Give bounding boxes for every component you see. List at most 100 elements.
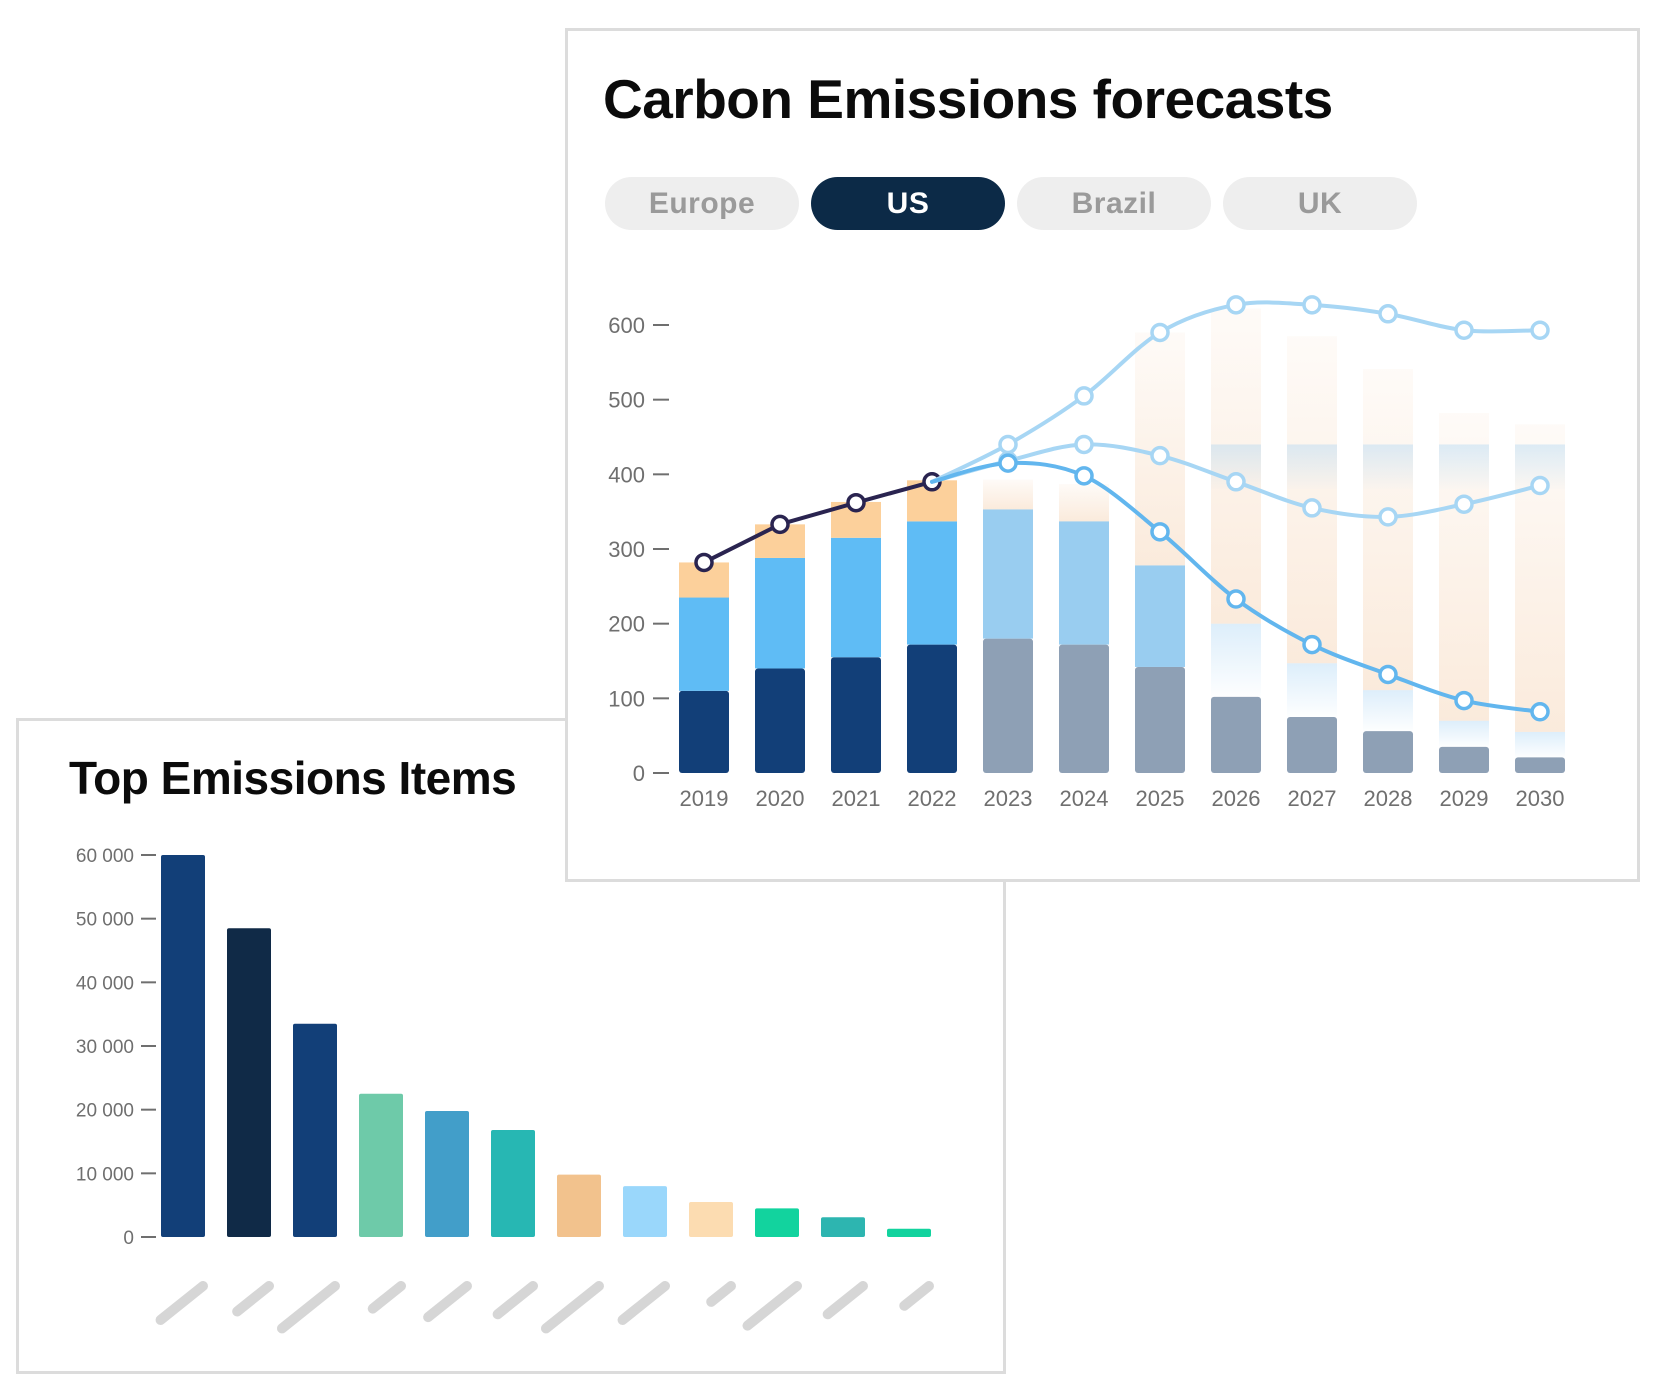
data-point [1150,522,1170,542]
y-tick-label: 40 000 [76,973,134,994]
data-point [998,453,1018,473]
bar [359,1093,403,1237]
data-point [1074,386,1094,406]
bar-segment [1287,717,1337,773]
bar-segment [1515,731,1565,758]
region-tabs: Europe US Brazil UK [605,177,1417,230]
category-label-placeholder [742,1281,802,1331]
y-tick-label: 60 000 [76,846,134,867]
data-point [770,514,790,535]
bar-segment [1515,757,1565,773]
data-point [1454,320,1474,340]
tab-uk[interactable]: UK [1223,177,1417,230]
y-tick-label: 20 000 [76,1101,134,1122]
data-point [846,492,866,513]
data-point [1150,322,1170,343]
bar-segment [907,644,957,773]
tab-brazil[interactable]: Brazil [1017,177,1211,230]
bar [293,1023,337,1237]
data-point [1302,498,1322,518]
category-label-placeholder [899,1281,934,1311]
x-tick-label: 2027 [1288,786,1337,811]
data-point [1530,475,1550,496]
bar [755,1208,799,1237]
x-tick-label: 2024 [1060,786,1109,811]
bar [491,1130,535,1237]
bar-segment [1363,369,1413,691]
bar-segment [1439,746,1489,773]
x-tick-label: 2020 [756,786,805,811]
data-point [694,552,714,573]
top-emissions-items-chart: 0 10 000 20 000 30 000 40 000 50 000 60 000 [76,846,934,1334]
data-point [1530,320,1550,340]
tab-us[interactable]: US [811,177,1005,230]
category-label-placeholder [367,1281,406,1314]
x-tick-label: 2022 [908,786,957,811]
bar-segment [1363,444,1413,490]
tab-europe[interactable]: Europe [605,177,799,230]
carbon-forecast-chart: 0 100 200 300 400 500 600 2019 2020 2021 2022 2023 2… [608,295,1565,811]
carbon-forecast-title: Carbon Emissions forecasts [603,68,1333,130]
bar-segment [1135,666,1185,773]
top-emissions-items-title: Top Emissions Items [69,752,517,804]
bar-segment [1059,644,1109,773]
bar-segment [1135,565,1185,667]
data-point [1378,664,1398,685]
category-label-placeholder [276,1281,340,1334]
data-point [998,434,1018,455]
bar-segment [1363,731,1413,773]
x-tick-label: 2030 [1516,786,1565,811]
bar-segment [983,479,1033,510]
y-tick-label: 0 [633,761,645,786]
x-tick-label: 2028 [1364,786,1413,811]
bar-segment [1059,484,1109,522]
bar [689,1201,733,1237]
bar-segment [1439,444,1489,490]
data-point [1302,295,1322,315]
category-label-placeholder [423,1281,472,1323]
x-tick-label: 2023 [984,786,1033,811]
bar-segment [983,509,1033,639]
bar-segment [755,668,805,773]
x-tick-label: 2019 [680,786,729,811]
data-point [1074,434,1094,455]
bar [557,1174,601,1237]
bar-segment [907,521,957,645]
bar-segment [679,690,729,773]
x-tick-label: 2029 [1440,786,1489,811]
bar-segment [831,537,881,658]
category-label-placeholder [232,1281,274,1317]
category-label-placeholder [155,1281,208,1325]
category-label-placeholder [540,1281,604,1334]
data-point [1378,507,1398,527]
data-point [1454,690,1474,711]
data-point [1530,702,1550,722]
y-tick-label: 600 [608,313,645,338]
bar-segment [1211,623,1261,697]
bar [161,855,205,1237]
y-tick-label: 50 000 [76,910,134,931]
series-line [702,479,934,565]
bar-segment [755,557,805,669]
y-tick-label: 100 [608,686,645,711]
category-label-placeholder [492,1281,538,1320]
bar-segment [983,638,1033,773]
data-point [1226,589,1246,609]
category-label-placeholder [822,1281,868,1320]
category-label-placeholder [706,1281,736,1307]
bar-segment [1363,690,1413,732]
y-tick-label: 200 [608,612,645,637]
data-point [1302,634,1322,655]
bar-segment [1439,720,1489,747]
bar [425,1110,469,1237]
y-tick-label: 30 000 [76,1037,134,1058]
data-point [1226,472,1246,492]
y-tick-label: 10 000 [76,1164,134,1185]
data-point [1226,295,1246,315]
x-tick-label: 2021 [832,786,881,811]
x-tick-label: 2026 [1212,786,1261,811]
bar-segment [831,657,881,773]
bar [227,928,271,1237]
bar-segment [1059,521,1109,645]
y-tick-label: 0 [123,1228,134,1249]
